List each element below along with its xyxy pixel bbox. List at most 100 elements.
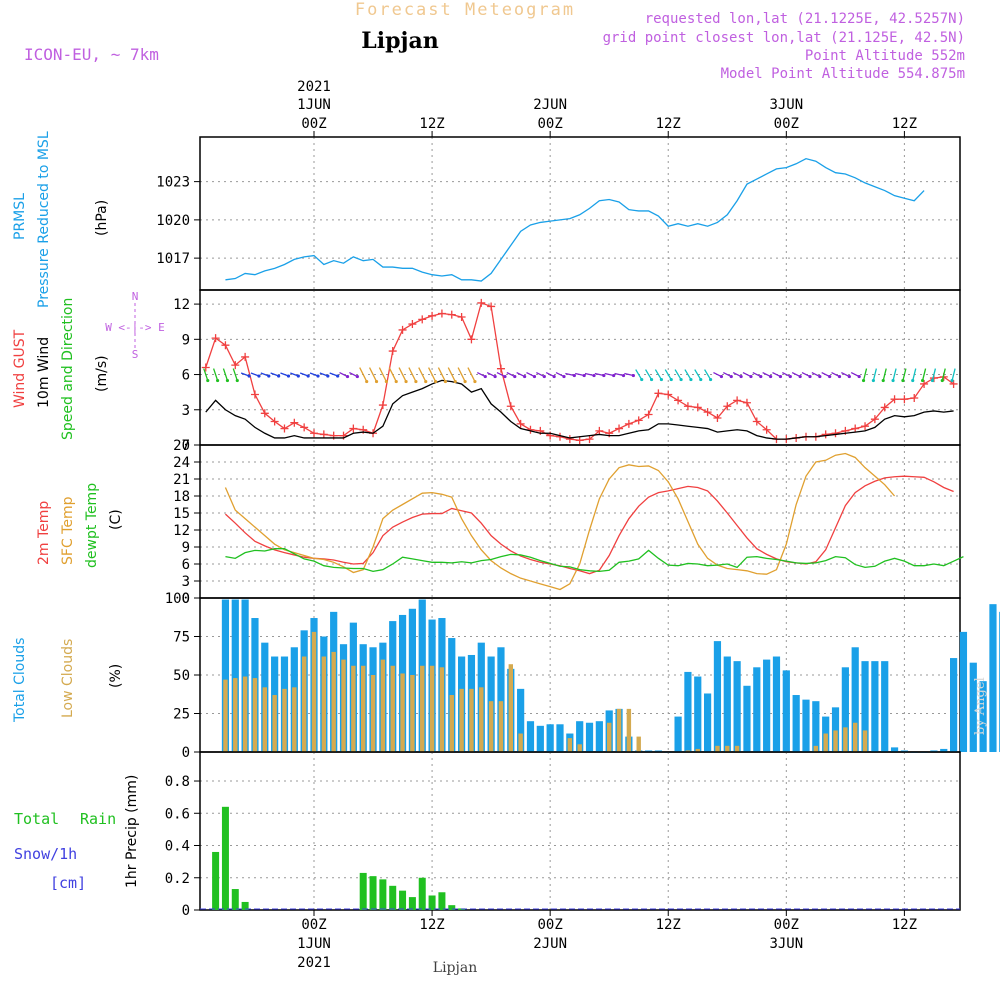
precip-bar [438, 892, 446, 910]
y-tick-label: 50 [173, 668, 190, 684]
wind-arrowhead [669, 377, 673, 382]
gridpoint-coords: grid point closest lon,lat (21.125E, 42.… [603, 30, 965, 46]
gust-marker [428, 311, 437, 320]
wind-arrowhead [739, 374, 743, 379]
gust-marker [506, 402, 515, 411]
low-cloud-bar [508, 664, 513, 752]
low-cloud-bar [715, 745, 720, 752]
wind-arrow [427, 367, 437, 382]
wind-arrow [368, 367, 378, 382]
sfc-label: SFC Temp [60, 496, 76, 565]
bottom-tick-label: 00Z [774, 917, 799, 933]
temp2m-label: 2m Temp [36, 501, 52, 565]
wind-arrowhead [719, 374, 724, 379]
temp-unit: (C) [108, 509, 124, 530]
gust-marker [870, 415, 879, 424]
low-cloud-bar [636, 736, 641, 752]
gust-marker [949, 379, 958, 388]
top-tick-label: 12Z [892, 116, 917, 132]
wind-arrowhead [911, 378, 915, 383]
gust-marker [644, 410, 653, 419]
wind-panel: 0 3 6 9 12 [173, 289, 961, 454]
gust-marker [920, 379, 929, 388]
panel-frame [199, 289, 961, 446]
low-cloud-bar [262, 687, 267, 752]
low-cloud-bar [488, 701, 494, 752]
gust-marker [221, 341, 230, 350]
wind-arrowhead [206, 378, 210, 383]
wind-arrowhead [837, 374, 842, 379]
top-day-label: 1JUN [297, 97, 331, 113]
gust-marker [496, 364, 505, 373]
wind-arrow [378, 367, 387, 382]
wind-arrowhead [345, 374, 350, 379]
gust-marker [910, 394, 919, 403]
wind-arrowhead [640, 377, 644, 382]
wind-arrowhead [778, 374, 783, 379]
low-cloud-bar [439, 667, 445, 752]
top-tick-label: 00Z [774, 116, 799, 132]
gust-marker [477, 298, 486, 307]
gust-marker [250, 390, 259, 399]
low-cloud-bar [833, 730, 838, 752]
gust-marker [378, 401, 387, 410]
gust-marker [201, 363, 210, 372]
wind-arrow [457, 367, 466, 382]
y-tick-label: 24 [173, 455, 190, 471]
wind-arrowhead [235, 378, 239, 383]
gust-marker [565, 435, 574, 444]
wind-arrowhead [503, 374, 507, 379]
wind-arrow [388, 367, 397, 382]
wind-arrowhead [659, 377, 664, 382]
wind-arrow [654, 369, 662, 380]
footer-location: Lipjan [433, 960, 477, 976]
precip-bar [241, 901, 249, 910]
gust-marker [595, 426, 604, 435]
gust-marker [211, 334, 220, 343]
wind-arrow [408, 367, 417, 382]
gust-marker [467, 335, 476, 344]
total-cloud-bar [881, 661, 889, 752]
wind-arrowhead [414, 379, 418, 384]
wind-arrowhead [424, 379, 428, 384]
wind-arrowhead [286, 374, 291, 378]
wind-arrow [359, 367, 368, 382]
low-cloud-bar [498, 701, 504, 752]
total-cloud-bar [644, 750, 653, 752]
total-cloud-bar [782, 670, 790, 752]
total-cloud-bar [674, 716, 682, 752]
wind-arrow [882, 368, 887, 381]
gust-marker [487, 302, 496, 311]
gust-marker [664, 390, 673, 399]
total-cloud-bar [221, 599, 230, 752]
total-cloud-bar [763, 659, 771, 752]
y-tick-label: 1020 [156, 213, 190, 229]
low-cloud-bar [390, 665, 395, 752]
total-cloud-bar [871, 661, 879, 752]
pressure-labels: PRMSL Pressure Reduced to MSL (hPa) [12, 131, 110, 308]
wind-arrows [203, 367, 956, 384]
gust-marker [703, 408, 712, 417]
top-time-axis: 00Z 12Z 00Z 12Z 00Z 12Z 1JUN 2JUN 3JUN 2021 [297, 79, 917, 137]
gust-label: Wind GUST [12, 329, 28, 408]
total-cloud-bar [940, 748, 948, 752]
gust-marker [575, 436, 584, 445]
top-day-label: 2JUN [533, 97, 567, 113]
panels: 1017102010230369120369121518212427025507… [156, 136, 1000, 919]
y-tick-label: 1023 [156, 175, 190, 191]
gust-marker [713, 413, 722, 422]
bottom-tick-label: 00Z [538, 917, 563, 933]
requested-coords: requested lon,lat (21.1225E, 42.5257N) [645, 11, 965, 27]
pressure-series-line [225, 157, 925, 282]
wind-arrowhead [404, 379, 408, 384]
low-cloud-bar [725, 745, 730, 752]
total-cloud-bar [969, 662, 977, 752]
low-cloud-bar [577, 744, 582, 752]
gust-marker [516, 419, 525, 428]
gust-marker [762, 425, 771, 434]
wind-arrowhead [689, 377, 693, 382]
y-tick-label: 0 [182, 903, 190, 919]
low-cloud-bar [282, 688, 287, 752]
wind-arrowhead [808, 374, 812, 379]
